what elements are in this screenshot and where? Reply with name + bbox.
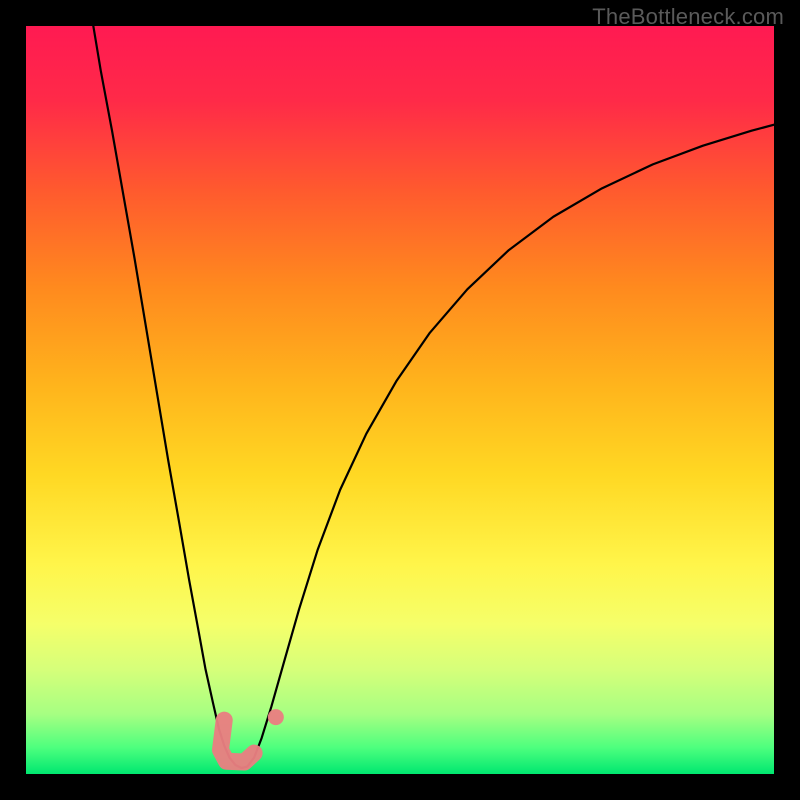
plot-inner xyxy=(26,26,774,774)
chart-overlay xyxy=(26,26,774,774)
stage: TheBottleneck.com xyxy=(0,0,800,800)
l-shaped-marker xyxy=(220,720,254,762)
dot-marker xyxy=(268,709,284,725)
plot-frame xyxy=(0,0,800,800)
bottleneck-curve xyxy=(93,26,774,768)
watermark-text: TheBottleneck.com xyxy=(592,4,784,30)
